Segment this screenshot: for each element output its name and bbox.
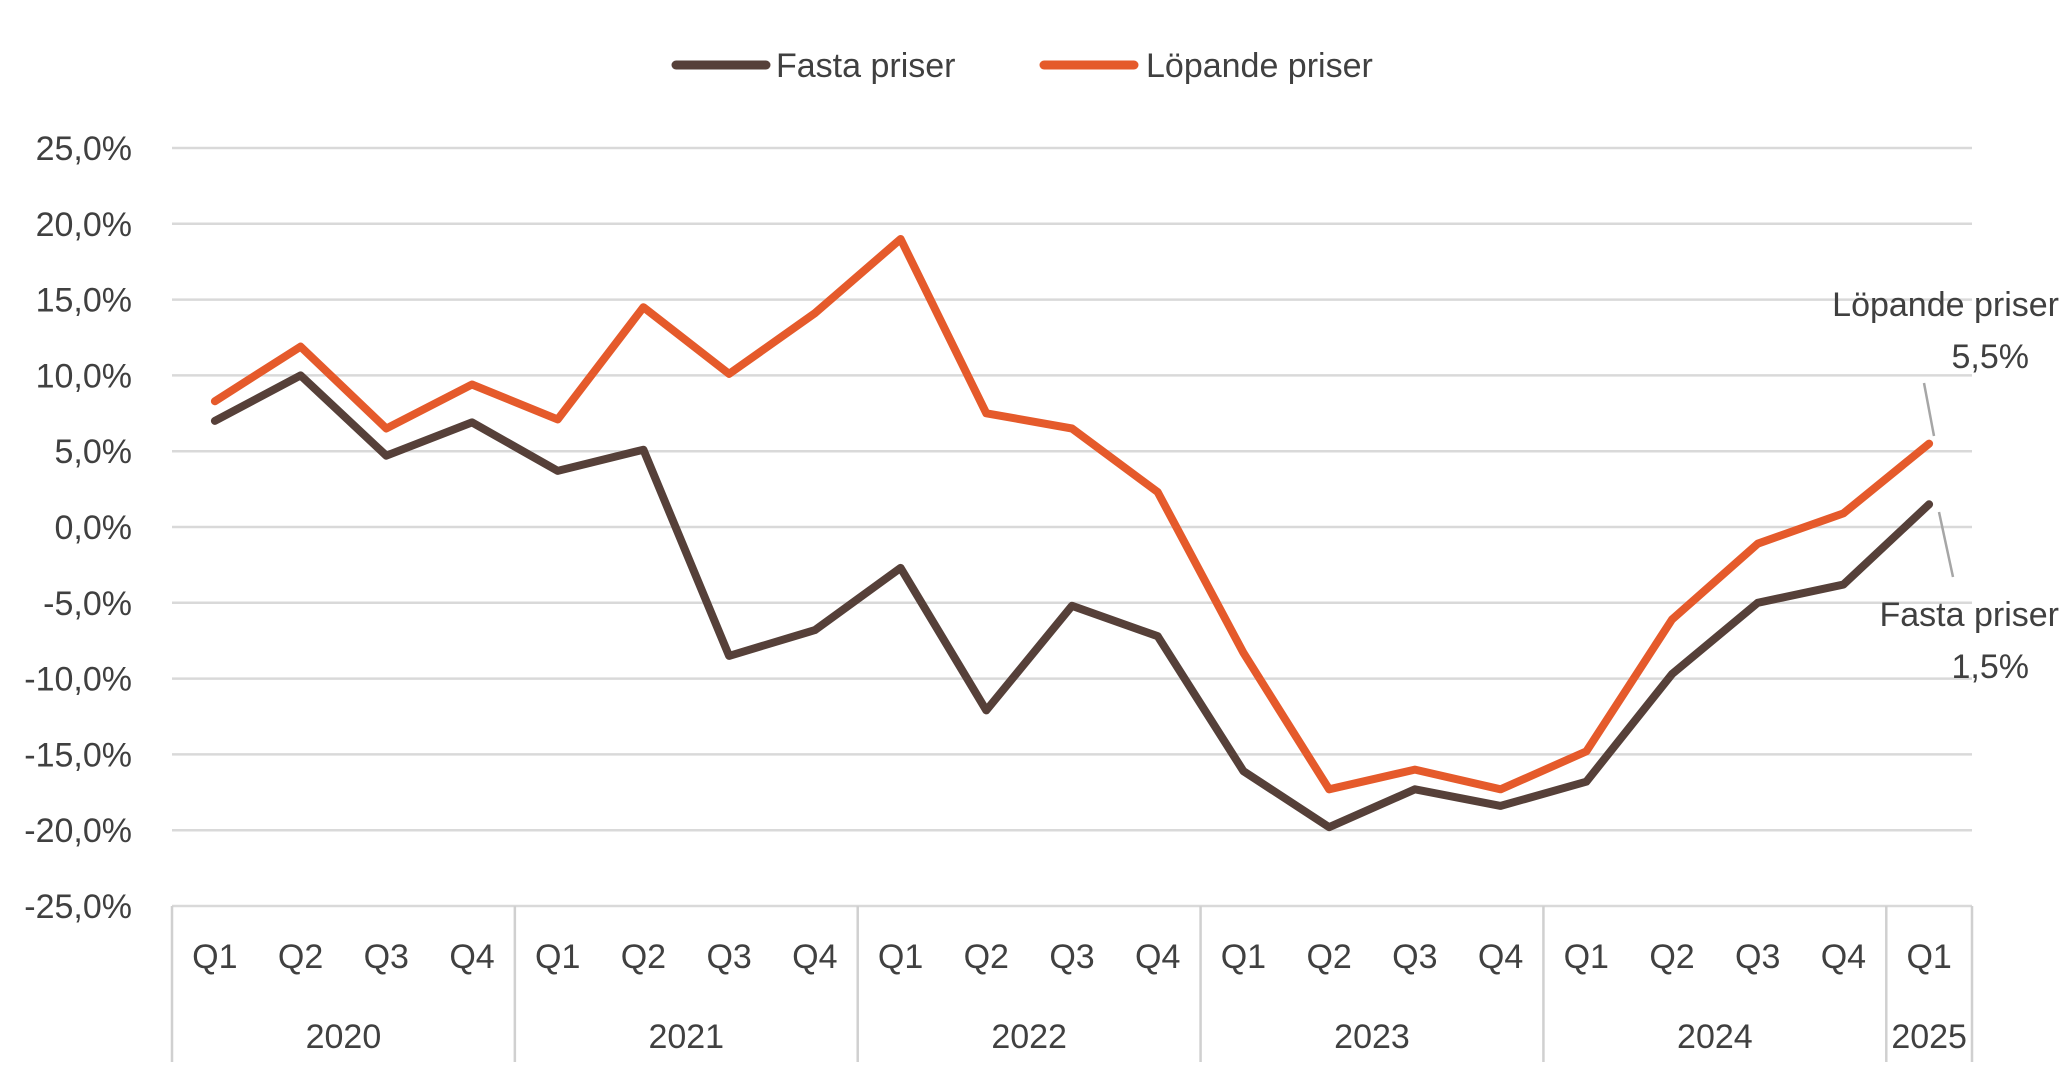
legend-label: Fasta priser (776, 47, 956, 85)
x-tick-label: Q3 (706, 938, 751, 976)
x-tick-label: Q4 (1135, 938, 1180, 976)
x-tick-label: Q1 (1221, 938, 1266, 976)
x-axis: Q1 Q2 Q3 Q4 Q1 Q2 Q3 Q4 Q1 Q2 Q3 Q4 Q1 Q2 Q3 Q4 Q1 Q2 Q3 Q4… (170, 906, 1974, 1062)
annotation-series-label: Fasta priser (1880, 596, 2060, 634)
x-tick-label: Q4 (1478, 938, 1523, 976)
x-tick-label: Q3 (1049, 938, 1094, 976)
series-lines (210, 235, 1934, 832)
y-tick-label: -25,0% (24, 888, 132, 926)
annotation-leader-line (1937, 511, 1955, 578)
x-tick-label: Q3 (364, 938, 409, 976)
x-tick-label: Q2 (278, 938, 323, 976)
annotations: Löpande priser 5,5% Fasta priser 1,5% (1832, 286, 2059, 686)
x-tick-label: Q1 (1564, 938, 1609, 976)
x-tick-label: Q2 (1649, 938, 1694, 976)
y-tick-label: 20,0% (36, 206, 132, 244)
x-year-label: 2022 (991, 1018, 1067, 1056)
x-tick-label: Q4 (1821, 938, 1866, 976)
series-line-fasta-priser (210, 371, 1934, 832)
y-tick-label: -10,0% (24, 661, 132, 699)
y-tick-label: 5,0% (55, 433, 133, 471)
annotation-value-label: 1,5% (1952, 648, 2030, 686)
x-year-label: 2023 (1334, 1018, 1410, 1056)
x-year-label: 2025 (1891, 1018, 1967, 1056)
x-year-label: 2021 (648, 1018, 724, 1056)
x-tick-label: Q4 (449, 938, 494, 976)
annotation-series-label: Löpande priser (1832, 286, 2059, 324)
y-tick-label: 25,0% (36, 130, 132, 168)
legend-label: Löpande priser (1146, 47, 1373, 85)
y-tick-label: 15,0% (36, 282, 132, 320)
x-tick-label: Q2 (621, 938, 666, 976)
x-tick-label: Q1 (192, 938, 237, 976)
y-tick-label: 10,0% (36, 357, 132, 395)
y-tick-label: 0,0% (55, 509, 133, 547)
series-line-lopande-priser (210, 235, 1934, 794)
y-tick-label: -20,0% (24, 812, 132, 850)
annotation-leader-line (1922, 382, 1936, 437)
x-tick-label: Q2 (964, 938, 1009, 976)
x-tick-label: Q4 (792, 938, 837, 976)
x-year-label: 2020 (306, 1018, 382, 1056)
x-tick-label: Q1 (878, 938, 923, 976)
x-tick-label: Q2 (1306, 938, 1351, 976)
x-tick-label: Q1 (535, 938, 580, 976)
annotation-value-label: 5,5% (1952, 338, 2030, 376)
x-year-label: 2024 (1677, 1018, 1753, 1056)
legend: Fasta priser Löpande priser (671, 47, 1373, 85)
x-tick-label: Q3 (1735, 938, 1780, 976)
x-tick-label: Q1 (1906, 938, 1951, 976)
y-tick-label: -5,0% (43, 585, 132, 623)
gridlines (172, 146, 1972, 908)
x-tick-label: Q3 (1392, 938, 1437, 976)
y-axis: 25,0% 20,0% 15,0% 10,0% 5,0% 0,0% -5,0% -10,0% -… (24, 130, 132, 926)
y-tick-label: -15,0% (24, 736, 132, 774)
